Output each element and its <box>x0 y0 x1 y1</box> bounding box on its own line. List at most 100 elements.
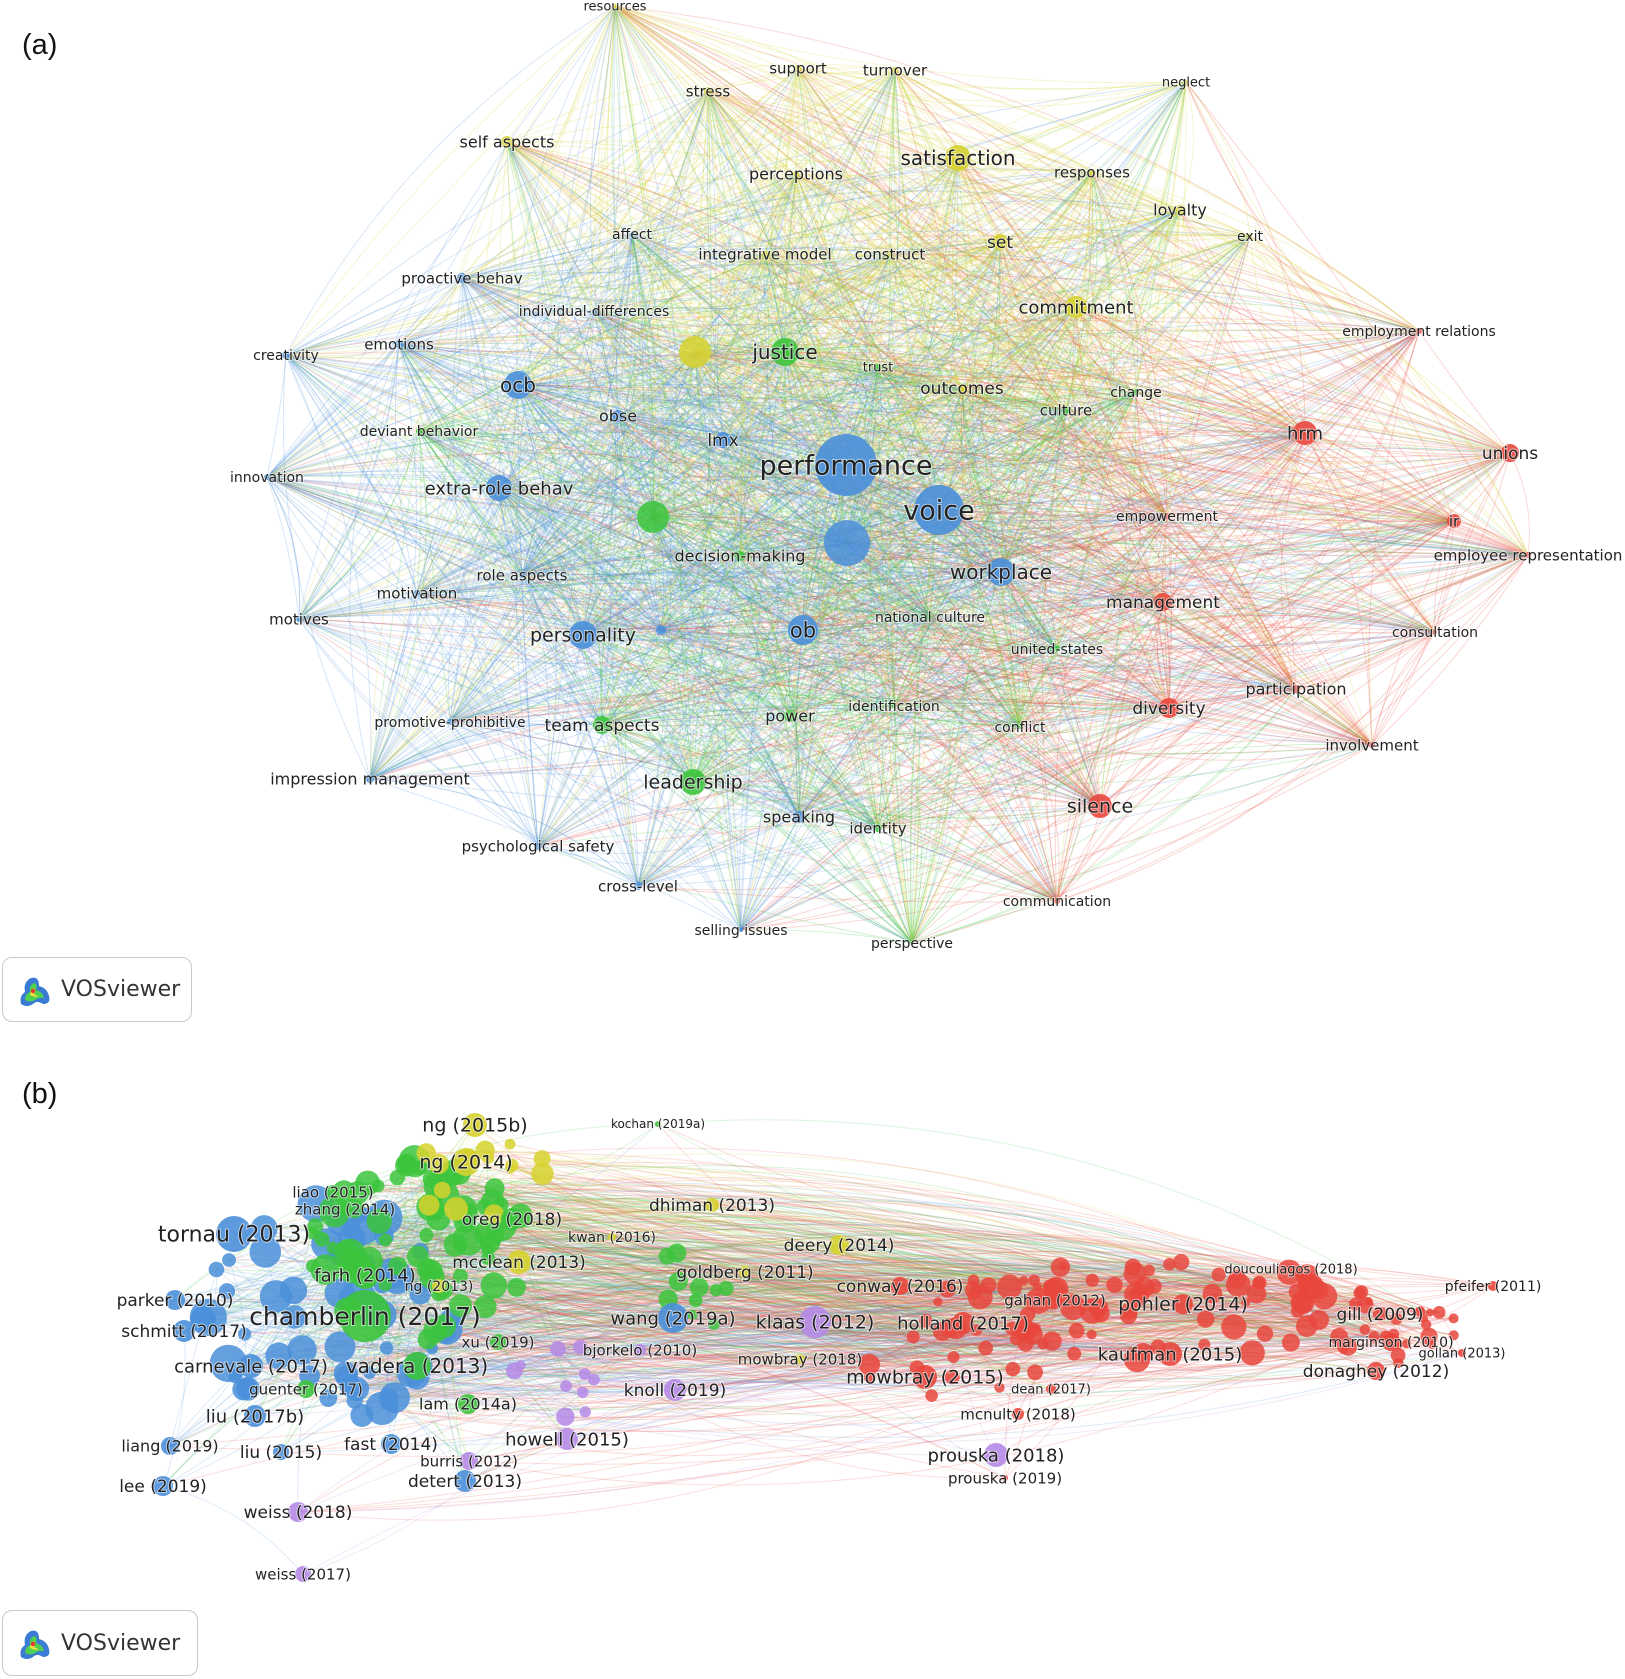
network-edge <box>764 253 804 631</box>
network-edge <box>601 554 1529 726</box>
network-edge <box>764 173 797 255</box>
network-edge <box>652 81 1187 518</box>
label-commitment: commitment <box>1018 297 1133 318</box>
network-edge <box>582 209 1181 636</box>
network-node <box>658 1247 676 1265</box>
network-edge <box>398 343 694 783</box>
network-edge <box>521 391 1137 576</box>
network-edge <box>593 310 1067 411</box>
network-edge <box>601 724 1373 786</box>
network-edge <box>517 69 896 386</box>
network-edge <box>637 330 1420 887</box>
label-justice: justice <box>751 340 817 364</box>
network-edge <box>764 253 1373 746</box>
network-edge <box>537 90 709 847</box>
network-edge <box>398 168 1093 345</box>
network-edge <box>266 476 931 618</box>
network-edge <box>601 554 1529 727</box>
network-edge <box>601 157 959 726</box>
label-psychological-safety: psychological safety <box>462 837 615 855</box>
network-edge <box>298 618 639 887</box>
network-edge <box>911 306 1077 944</box>
network-edge <box>764 173 797 255</box>
network-edge <box>846 409 1067 544</box>
network-edge <box>894 69 1093 173</box>
network-edge <box>506 141 551 576</box>
network-edge <box>694 351 743 557</box>
network-edge <box>911 554 1529 944</box>
network-edge <box>938 306 1077 511</box>
network-edge <box>517 384 1101 807</box>
network-node <box>1432 1306 1446 1319</box>
network-edge <box>1166 432 1306 517</box>
network-edge <box>449 173 797 723</box>
network-edge <box>764 253 1168 517</box>
label-liang-2019: liang (2019) <box>121 1437 218 1456</box>
network-edge <box>418 351 786 432</box>
network-edge <box>894 69 1181 211</box>
network-edge <box>707 90 913 944</box>
network-edge <box>418 173 797 432</box>
network-edge <box>1056 631 1436 902</box>
network-edge <box>961 306 1077 389</box>
network-edge <box>722 439 742 557</box>
network-edge <box>1000 409 1067 573</box>
network-edge <box>593 310 940 511</box>
network-edge <box>740 631 1436 931</box>
network-edge <box>285 354 1529 556</box>
network-edge <box>398 343 696 360</box>
network-edge <box>911 209 1181 944</box>
network-edge <box>961 387 1137 405</box>
label-turnover: turnover <box>863 61 928 79</box>
network-edge <box>784 329 1420 353</box>
network-edge <box>266 330 1420 478</box>
network-edge <box>739 253 770 557</box>
network-edge <box>929 601 1164 618</box>
network-edge <box>285 354 539 847</box>
network-edge <box>498 475 1436 633</box>
network-edge <box>707 90 1021 728</box>
label-carnevale-2017: carnevale (2017) <box>174 1356 328 1377</box>
network-edge <box>498 351 786 489</box>
network-edge <box>601 648 1058 727</box>
network-edge <box>521 233 633 576</box>
network-edge <box>660 629 804 635</box>
network-edge <box>369 90 709 780</box>
network-edge <box>593 67 799 312</box>
network-edge <box>764 67 799 255</box>
network-edge <box>938 509 1164 603</box>
network-edge <box>1019 520 1455 728</box>
vosviewer-badge-b[interactable]: VOSviewer <box>2 1610 198 1676</box>
network-edge <box>652 306 1077 518</box>
network-edge <box>418 241 1001 432</box>
network-edge <box>506 141 742 931</box>
network-edge <box>798 209 1181 818</box>
network-edge <box>798 235 1251 818</box>
label-kwan-2016: kwan (2016) <box>568 1230 656 1246</box>
network-edge <box>298 618 1058 902</box>
network-edge <box>449 720 800 818</box>
network-edge <box>617 415 879 829</box>
network-edge <box>601 698 1170 726</box>
network-edge <box>911 235 1251 944</box>
network-edge <box>893 452 1511 707</box>
network-edge <box>877 409 1067 829</box>
network-edge <box>614 5 963 389</box>
network-edge <box>889 253 1168 517</box>
network-node <box>433 1181 451 1199</box>
network-edge <box>498 171 1093 489</box>
network-edge <box>601 253 891 726</box>
network-edge <box>846 542 1297 690</box>
vosviewer-badge-a[interactable]: VOSviewer <box>2 957 192 1022</box>
network-edge <box>416 81 1187 594</box>
network-edge <box>740 235 1251 931</box>
network-edge <box>537 827 879 868</box>
network-edge <box>707 90 1021 728</box>
label-management: management <box>1106 593 1220 613</box>
network-edge <box>517 384 1058 902</box>
network-edge <box>692 601 1164 783</box>
network-edge <box>722 387 963 442</box>
network-edge <box>398 343 1373 746</box>
network-edge <box>266 343 400 478</box>
label-responses: responses <box>1054 163 1130 181</box>
